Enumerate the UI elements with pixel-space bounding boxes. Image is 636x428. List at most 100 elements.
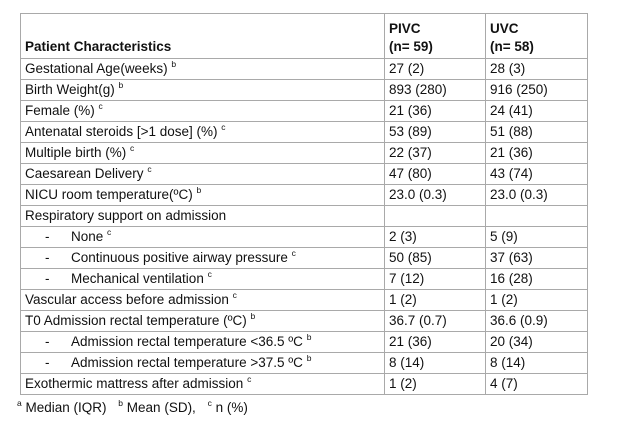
row-label: Female (%) xyxy=(25,103,95,118)
row-footnote-marker: b xyxy=(306,332,312,342)
row-footnote-marker: c xyxy=(247,374,252,384)
pivc-value: 893 (280) xyxy=(384,79,486,101)
header-uvc-label: UVC xyxy=(490,21,519,36)
footnote-mean: b Mean (SD), xyxy=(118,398,196,415)
row-label: Gestational Age(weeks) xyxy=(25,61,168,76)
sub-item-dash: - xyxy=(45,334,50,349)
header-pivc-n: (n= 59) xyxy=(389,39,433,54)
row-label-cell: Gestational Age(weeks) b xyxy=(20,58,385,80)
header-patient-characteristics: Patient Characteristics xyxy=(20,13,385,59)
uvc-value: 51 (88) xyxy=(485,121,588,143)
uvc-value: 5 (9) xyxy=(485,226,588,248)
row-label: Respiratory support on admission xyxy=(25,208,227,223)
uvc-value: 20 (34) xyxy=(485,331,588,353)
row-label-cell: Female (%) c xyxy=(20,100,385,122)
pivc-value: 8 (14) xyxy=(384,352,486,374)
row-label-cell: - None c xyxy=(20,226,385,248)
pivc-value: 27 (2) xyxy=(384,58,486,80)
header-uvc: UVC (n= 58) xyxy=(485,13,588,59)
row-label-cell: Caesarean Delivery c xyxy=(20,163,385,185)
row-footnote-marker: b xyxy=(171,59,177,69)
row-footnote-marker: c xyxy=(291,248,296,258)
uvc-value: 43 (74) xyxy=(485,163,588,185)
table-row: - Admission rectal temperature <36.5 ºC b… xyxy=(20,331,588,353)
table-row: - Continuous positive airway pressure c 50… xyxy=(20,247,588,269)
header-pivc-label: PIVC xyxy=(389,21,421,36)
uvc-value: 23.0 (0.3) xyxy=(485,184,588,206)
row-label-cell: T0 Admission rectal temperature (ºC) b xyxy=(20,310,385,332)
row-label-cell: - Mechanical ventilation c xyxy=(20,268,385,290)
table-row: NICU room temperature(ºC) b 23.0 (0.3) 23.… xyxy=(20,184,588,206)
table-row: Multiple birth (%) c 22 (37) 21 (36) xyxy=(20,142,588,164)
footnote-n: c n (%) xyxy=(207,398,248,415)
sub-item-dash: - xyxy=(45,250,50,265)
row-footnote-marker: b xyxy=(196,185,202,195)
row-footnote-marker: c xyxy=(98,101,103,111)
sub-item-dash: - xyxy=(45,355,50,370)
table-row: - Mechanical ventilation c 7 (12) 16 (28) xyxy=(20,268,588,290)
pivc-value: 23.0 (0.3) xyxy=(384,184,486,206)
row-label-cell: - Continuous positive airway pressure c xyxy=(20,247,385,269)
row-label: Multiple birth (%) xyxy=(25,145,127,160)
pivc-value: 22 (37) xyxy=(384,142,486,164)
pivc-value xyxy=(384,205,486,227)
uvc-value: 37 (63) xyxy=(485,247,588,269)
pivc-value: 2 (3) xyxy=(384,226,486,248)
pivc-value: 50 (85) xyxy=(384,247,486,269)
row-label: Exothermic mattress after admission xyxy=(25,376,244,391)
uvc-value: 16 (28) xyxy=(485,268,588,290)
row-label: Admission rectal temperature <36.5 ºC xyxy=(71,334,303,349)
uvc-value: 1 (2) xyxy=(485,289,588,311)
row-label-cell: Respiratory support on admission xyxy=(20,205,385,227)
table-row: - None c 2 (3) 5 (9) xyxy=(20,226,588,248)
row-label: T0 Admission rectal temperature (ºC) xyxy=(25,313,247,328)
table-header-row: Patient Characteristics PIVC (n= 59) UVC… xyxy=(20,13,588,59)
row-footnote-marker: c xyxy=(107,227,112,237)
pivc-value: 1 (2) xyxy=(384,289,486,311)
table-row: Respiratory support on admission xyxy=(20,205,588,227)
pivc-value: 1 (2) xyxy=(384,373,486,395)
pivc-value: 21 (36) xyxy=(384,331,486,353)
footnote-median: a Median (IQR) xyxy=(17,398,107,415)
uvc-value: 8 (14) xyxy=(485,352,588,374)
pivc-value: 53 (89) xyxy=(384,121,486,143)
uvc-value xyxy=(485,205,588,227)
row-label: Admission rectal temperature >37.5 ºC xyxy=(71,355,303,370)
row-label: Birth Weight(g) xyxy=(25,82,115,97)
row-label: None xyxy=(71,229,104,244)
row-label: Vascular access before admission xyxy=(25,292,229,307)
row-label-cell: Birth Weight(g) b xyxy=(20,79,385,101)
row-label: Caesarean Delivery xyxy=(25,166,144,181)
table-row: Antenatal steroids [>1 dose] (%) c 53 (89… xyxy=(20,121,588,143)
row-label-cell: Multiple birth (%) c xyxy=(20,142,385,164)
row-label-cell: - Admission rectal temperature >37.5 ºC b xyxy=(20,352,385,374)
row-label-cell: Antenatal steroids [>1 dose] (%) c xyxy=(20,121,385,143)
table-row: - Admission rectal temperature >37.5 ºC b… xyxy=(20,352,588,374)
table-footnote: a Median (IQR) b Mean (SD), c n (%) xyxy=(17,398,256,415)
uvc-value: 21 (36) xyxy=(485,142,588,164)
row-footnote-marker: c xyxy=(232,290,237,300)
row-footnote-marker: b xyxy=(118,80,124,90)
patient-characteristics-table: Patient Characteristics PIVC (n= 59) UVC… xyxy=(20,13,588,395)
uvc-value: 916 (250) xyxy=(485,79,588,101)
row-footnote-marker: b xyxy=(306,353,312,363)
header-pivc: PIVC (n= 59) xyxy=(384,13,486,59)
row-label-cell: NICU room temperature(ºC) b xyxy=(20,184,385,206)
row-footnote-marker: c xyxy=(207,269,212,279)
row-label-cell: Vascular access before admission c xyxy=(20,289,385,311)
pivc-value: 7 (12) xyxy=(384,268,486,290)
uvc-value: 28 (3) xyxy=(485,58,588,80)
table-row: Exothermic mattress after admission c 1 (… xyxy=(20,373,588,395)
row-label: Mechanical ventilation xyxy=(71,271,204,286)
table-row: T0 Admission rectal temperature (ºC) b 36… xyxy=(20,310,588,332)
sub-item-dash: - xyxy=(45,229,50,244)
row-label: NICU room temperature(ºC) xyxy=(25,187,193,202)
row-label: Antenatal steroids [>1 dose] (%) xyxy=(25,124,218,139)
uvc-value: 24 (41) xyxy=(485,100,588,122)
row-label: Continuous positive airway pressure xyxy=(71,250,288,265)
table-row: Birth Weight(g) b 893 (280) 916 (250) xyxy=(20,79,588,101)
uvc-value: 36.6 (0.9) xyxy=(485,310,588,332)
row-footnote-marker: c xyxy=(147,164,152,174)
sub-item-dash: - xyxy=(45,271,50,286)
table-row: Gestational Age(weeks) b 27 (2) 28 (3) xyxy=(20,58,588,80)
